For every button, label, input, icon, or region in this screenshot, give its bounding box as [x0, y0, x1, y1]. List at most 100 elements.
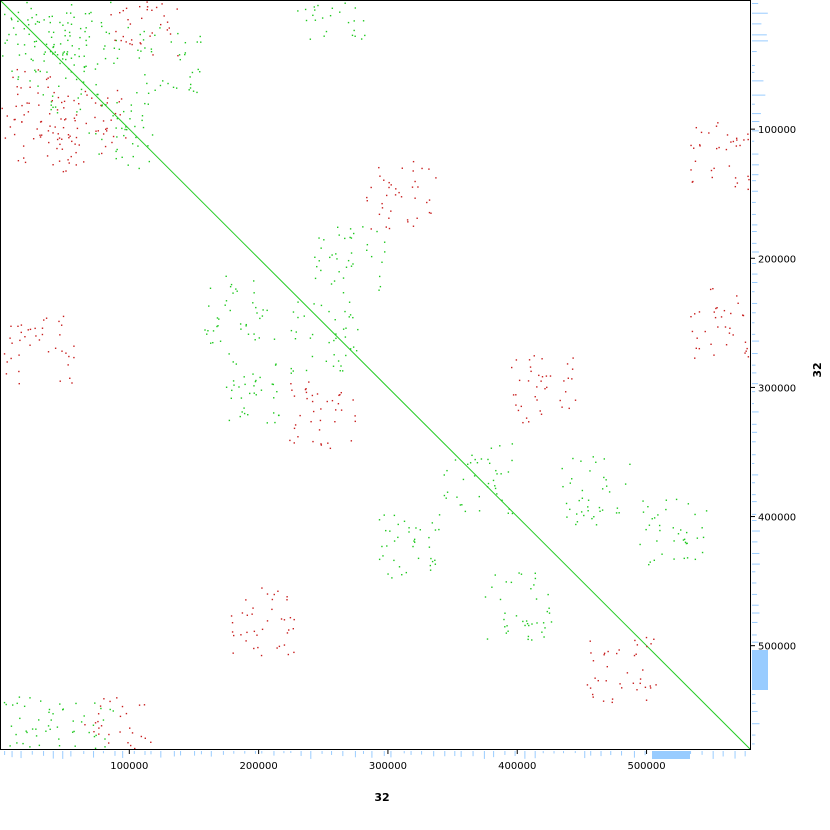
reverse-match-point: [9, 126, 12, 128]
forward-match-point: [508, 508, 510, 510]
coverage-bar-bottom: [52, 751, 54, 759]
reverse-match-point: [700, 131, 703, 134]
forward-match-point: [52, 53, 54, 55]
forward-match-point: [349, 314, 352, 316]
forward-match-point: [366, 249, 368, 252]
forward-match-point: [561, 467, 563, 470]
reverse-match-point: [51, 99, 53, 102]
forward-match-point: [104, 45, 106, 47]
forward-match-point: [96, 63, 99, 65]
forward-match-point: [35, 728, 37, 730]
forward-match-point: [232, 380, 235, 382]
reverse-match-point: [318, 429, 321, 431]
forward-match-point: [244, 383, 246, 386]
coverage-bar-bottom: [574, 751, 576, 754]
forward-match-point: [147, 92, 150, 95]
reverse-match-point: [529, 366, 532, 368]
forward-match-point: [189, 76, 191, 78]
forward-match-point: [64, 29, 66, 32]
coverage-histograms: [4, 2, 768, 759]
reverse-match-point: [125, 712, 128, 715]
reverse-match-point: [421, 167, 423, 170]
forward-match-point: [445, 497, 447, 499]
reverse-match-point: [20, 324, 23, 326]
reverse-match-point: [24, 336, 26, 338]
forward-match-point: [22, 742, 24, 745]
reverse-match-point: [177, 55, 179, 57]
reverse-match-point: [60, 324, 63, 326]
reverse-match-point: [634, 639, 636, 642]
reverse-match-point: [16, 86, 18, 88]
forward-match-point: [339, 370, 341, 372]
reverse-match-point: [4, 137, 7, 139]
forward-match-point: [490, 447, 493, 449]
forward-match-point: [535, 598, 538, 600]
forward-match-point: [52, 713, 54, 715]
reverse-match-point: [334, 421, 336, 423]
forward-match-point: [587, 510, 589, 512]
coverage-bar-right: [752, 604, 759, 606]
forward-match-point: [581, 489, 584, 492]
forward-match-point: [17, 11, 20, 14]
reverse-match-point: [742, 314, 745, 317]
reverse-match-point: [713, 354, 715, 356]
forward-match-point: [438, 514, 441, 516]
reverse-match-point: [645, 636, 648, 639]
reverse-match-point: [26, 102, 28, 104]
forward-match-point: [6, 39, 8, 41]
reverse-match-point: [74, 119, 76, 122]
forward-match-point: [562, 485, 564, 488]
reverse-match-point: [592, 696, 594, 698]
forward-match-point: [88, 731, 90, 734]
coverage-bar-right: [752, 501, 757, 503]
reverse-match-point: [43, 319, 45, 321]
forward-match-point: [29, 80, 31, 82]
forward-match-point: [434, 563, 437, 565]
forward-match-point: [135, 136, 137, 139]
forward-match-point: [318, 237, 320, 239]
coverage-bar-right: [752, 51, 757, 53]
coverage-bar-right: [752, 322, 755, 324]
forward-match-point: [141, 119, 143, 122]
reverse-match-point: [515, 359, 518, 361]
coverage-bar-bottom: [331, 751, 333, 755]
forward-match-point: [230, 397, 233, 400]
forward-match-point: [297, 301, 299, 303]
reverse-match-point: [695, 347, 697, 350]
reverse-match-point: [28, 102, 30, 104]
forward-match-point: [629, 463, 631, 466]
forward-match-point: [531, 639, 533, 641]
forward-match-point: [366, 243, 369, 246]
reverse-match-point: [27, 111, 30, 113]
forward-match-point: [473, 475, 476, 477]
forward-match-point: [413, 541, 416, 543]
forward-match-point: [58, 85, 60, 87]
forward-match-point: [130, 110, 133, 112]
reverse-match-point: [41, 327, 44, 329]
forward-match-point: [241, 411, 243, 413]
forward-match-point: [548, 607, 550, 609]
forward-match-point: [499, 445, 501, 447]
reverse-match-point: [611, 701, 613, 704]
forward-match-point: [30, 58, 32, 60]
reverse-match-point: [728, 332, 731, 334]
forward-match-point: [35, 14, 38, 16]
forward-match-point: [385, 529, 387, 532]
forward-match-point: [139, 33, 141, 36]
forward-match-point: [129, 118, 131, 120]
forward-match-point: [123, 134, 125, 137]
reverse-match-point: [713, 311, 715, 313]
reverse-match-point: [711, 176, 713, 179]
reverse-match-point: [350, 440, 353, 442]
forward-match-point: [387, 573, 389, 575]
forward-match-point: [175, 87, 178, 89]
reverse-match-point: [17, 325, 19, 327]
reverse-match-point: [718, 146, 720, 149]
forward-match-point: [62, 24, 64, 26]
forward-match-point: [48, 31, 50, 33]
reverse-match-point: [639, 678, 642, 680]
forward-match-point: [384, 251, 386, 253]
reverse-match-point: [636, 644, 639, 646]
forward-match-point: [150, 48, 153, 50]
reverse-match-point: [691, 181, 694, 183]
